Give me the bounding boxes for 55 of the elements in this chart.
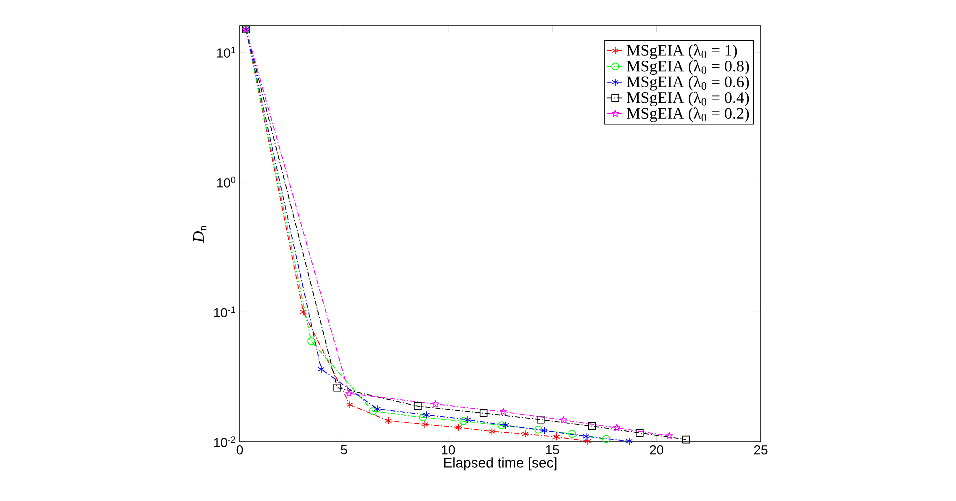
point <box>560 416 568 424</box>
point <box>422 420 428 429</box>
point <box>423 411 430 420</box>
legend-label: MSgEIA (λ$_{0}$ = 1) <box>626 44 738 60</box>
point <box>318 366 325 374</box>
x-tick-label: 20 <box>650 446 664 455</box>
point <box>553 433 560 442</box>
point <box>414 402 422 410</box>
legend-label: MSgEIA (λ$_{0}$ = 0.2) <box>626 108 750 122</box>
x-axis-title: Elapsed time [sec] <box>444 458 557 471</box>
point <box>602 435 610 444</box>
point <box>626 438 633 446</box>
point <box>534 426 543 434</box>
point <box>345 390 353 397</box>
point <box>588 422 596 430</box>
x-tick-label: 15 <box>546 446 560 455</box>
x-tick-label: 0 <box>236 446 244 455</box>
point <box>334 384 342 392</box>
point <box>666 432 674 440</box>
point <box>568 430 576 438</box>
legend-label: MSgEIA (λ$_{0}$ = 0.8) <box>626 60 750 76</box>
point <box>498 422 506 430</box>
point <box>432 400 440 408</box>
point <box>369 408 378 416</box>
point <box>582 432 590 441</box>
y-tick-label: 10$^{-2}$ <box>214 436 236 448</box>
y-axis-title: D$_{n}$ <box>193 226 207 244</box>
point <box>300 308 307 316</box>
point <box>488 428 496 436</box>
point <box>419 414 428 422</box>
point <box>541 426 548 435</box>
point <box>308 338 316 346</box>
point <box>374 405 381 414</box>
point <box>346 401 354 409</box>
y-tick-label: 10$^{0}$ <box>217 176 236 188</box>
point <box>385 417 392 425</box>
y-tick-label: 10$^{-1}$ <box>214 306 236 318</box>
point <box>682 436 690 444</box>
x-tick-label: 10 <box>442 446 456 455</box>
point <box>636 429 644 438</box>
legend-label: MSgEIA (λ$_{0}$ = 0.4) <box>626 92 750 107</box>
point <box>500 408 508 416</box>
point <box>522 430 529 438</box>
point <box>460 418 468 426</box>
point <box>480 410 488 418</box>
point <box>537 416 545 424</box>
point <box>455 424 462 432</box>
point <box>464 416 472 424</box>
x-tick-label: 5 <box>341 446 348 455</box>
point <box>613 424 621 432</box>
legend-label: MSgEIA (λ$_{0}$ = 0.6) <box>626 76 750 91</box>
point <box>584 438 592 446</box>
x-tick-label: 25 <box>754 446 768 455</box>
y-tick-label: 10$^{1}$ <box>217 47 236 58</box>
point <box>502 422 510 430</box>
